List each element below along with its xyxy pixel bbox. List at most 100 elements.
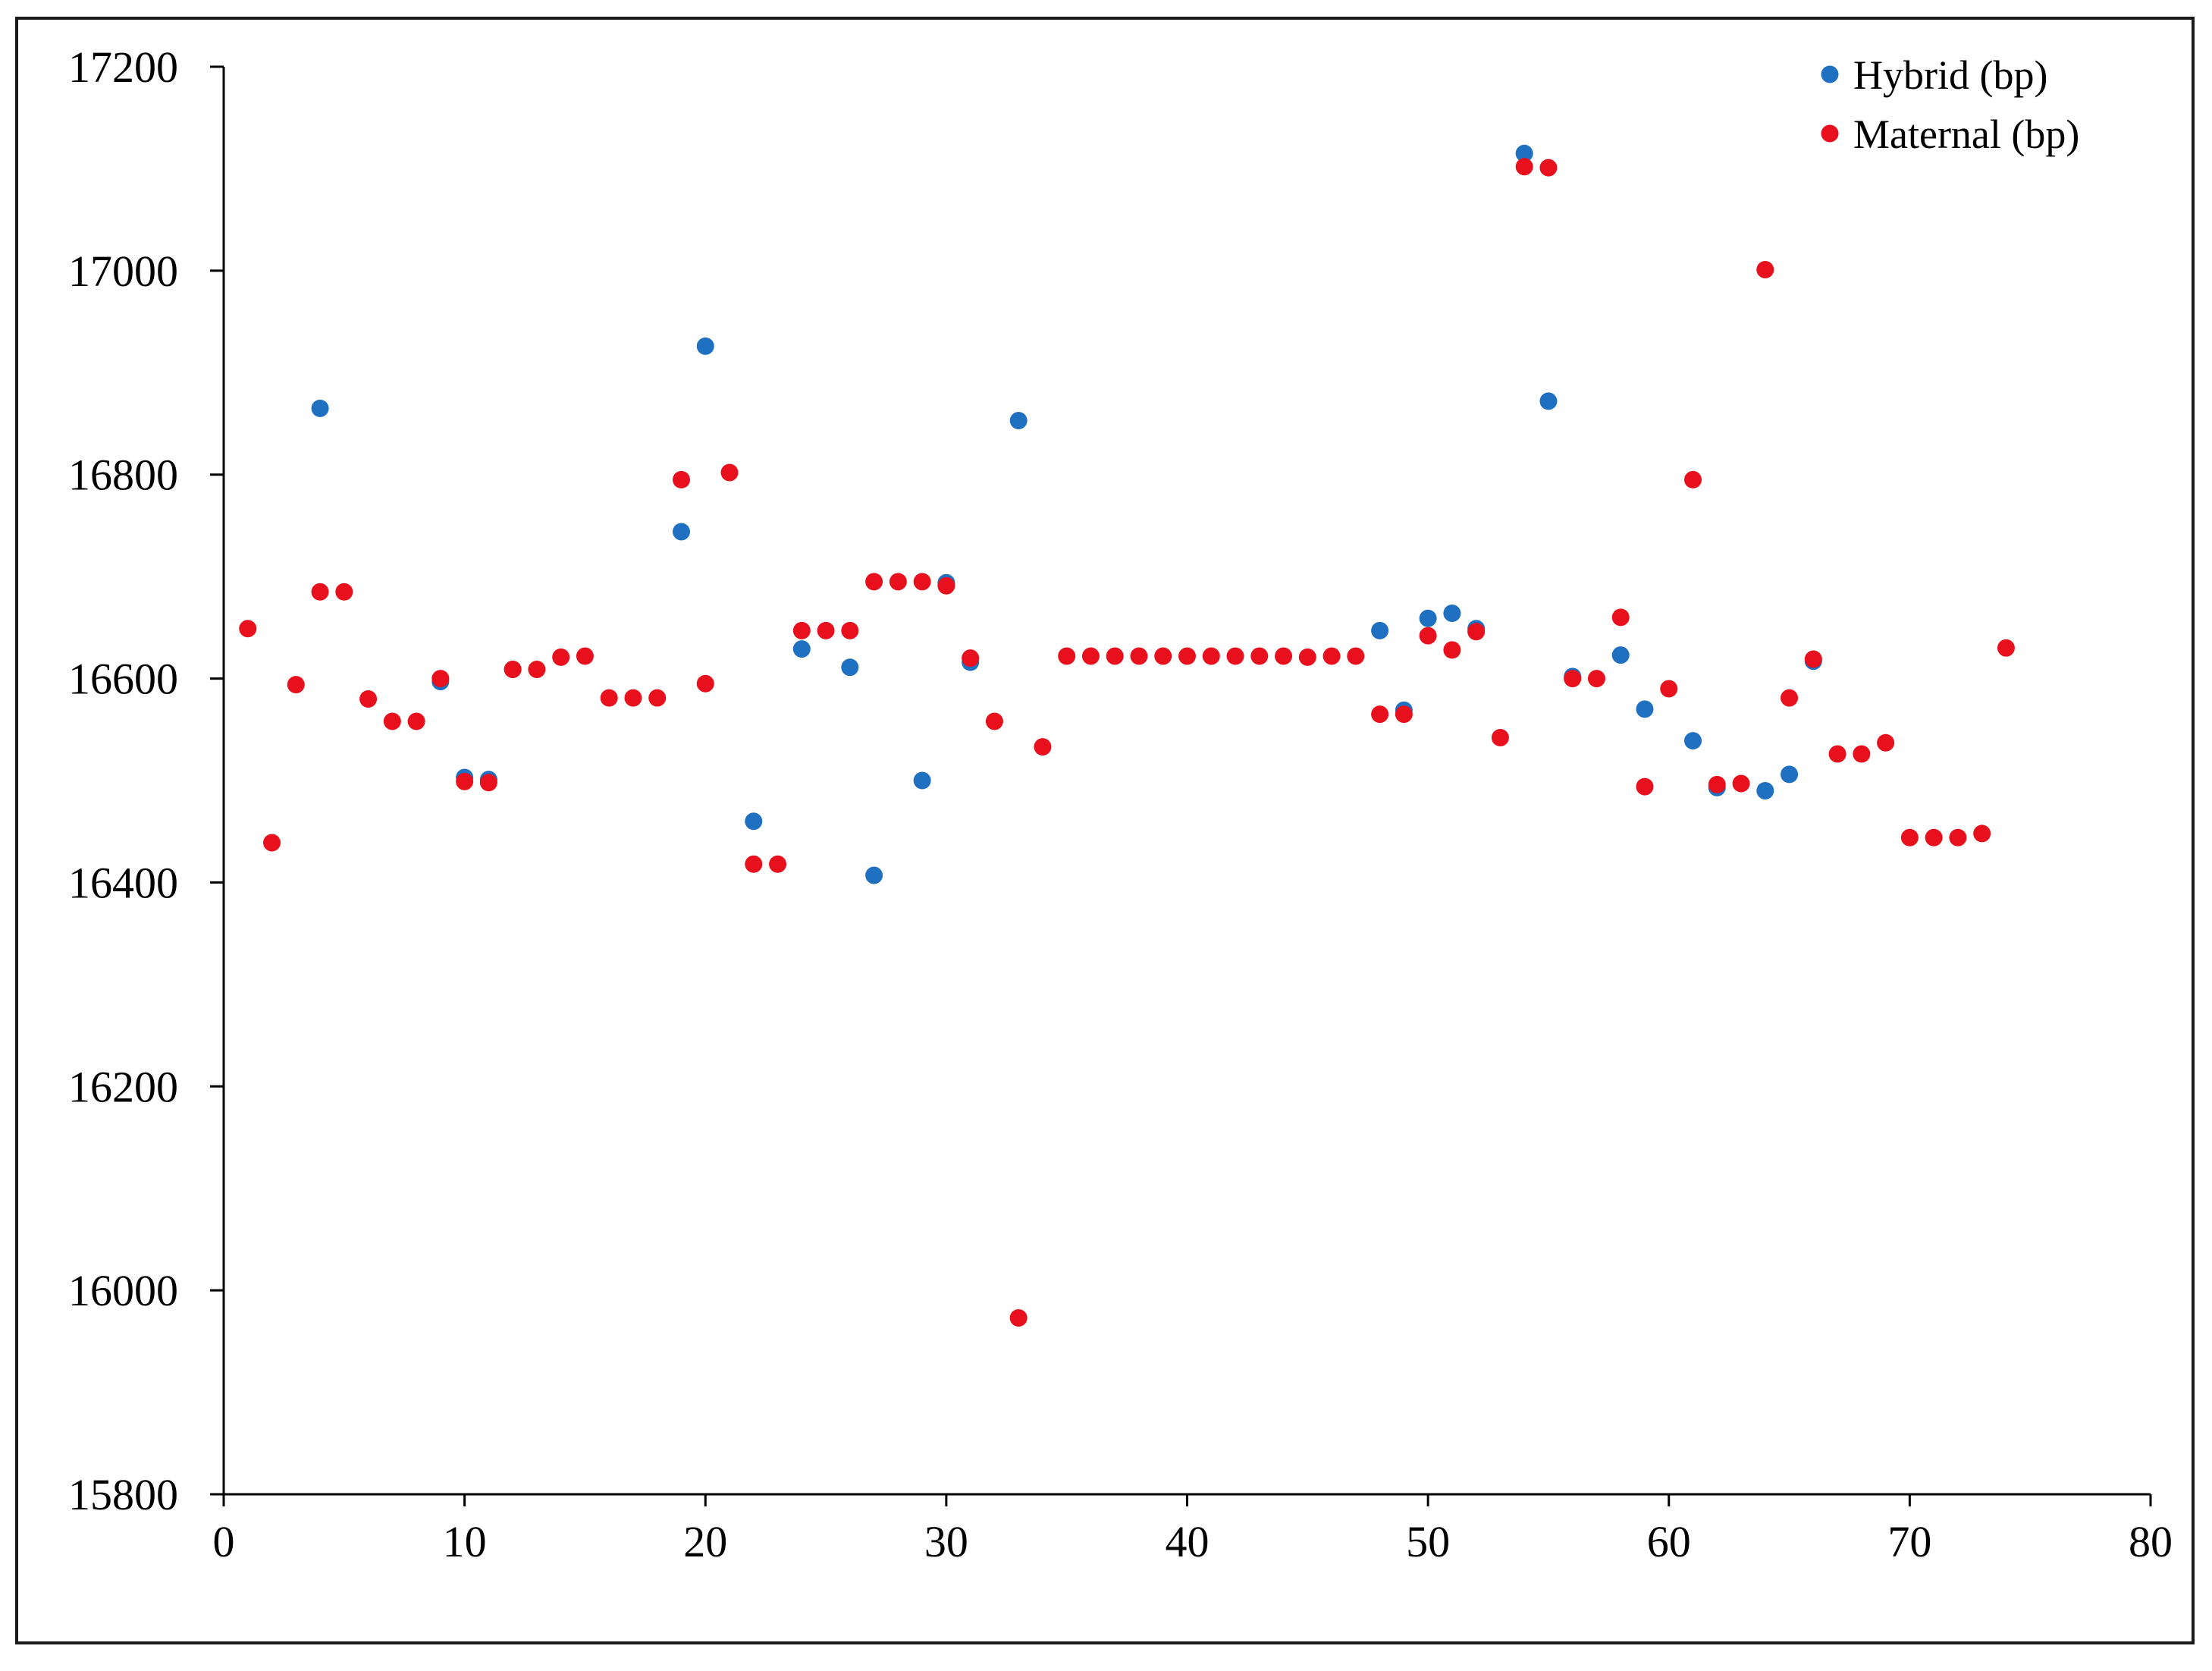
maternal-point bbox=[745, 855, 763, 873]
maternal-point bbox=[913, 573, 931, 591]
maternal-point bbox=[624, 689, 642, 707]
maternal-point bbox=[1395, 705, 1413, 724]
x-tick-label: 50 bbox=[1406, 1517, 1450, 1566]
maternal-point bbox=[383, 712, 401, 730]
maternal-point bbox=[1949, 828, 1967, 846]
maternal-point bbox=[841, 621, 859, 639]
maternal-point bbox=[1009, 1308, 1028, 1327]
maternal-point bbox=[1828, 745, 1846, 763]
maternal-point bbox=[889, 573, 907, 591]
maternal-point bbox=[962, 649, 980, 667]
maternal-point bbox=[1611, 608, 1630, 627]
maternal-point bbox=[263, 834, 281, 852]
maternal-point bbox=[1058, 647, 1076, 665]
maternal-point bbox=[1732, 774, 1750, 793]
hybrid-point bbox=[1515, 144, 1533, 162]
maternal-point bbox=[865, 573, 883, 591]
chart-frame bbox=[15, 17, 2195, 1644]
maternal-point bbox=[1178, 647, 1196, 665]
hybrid-point bbox=[1684, 732, 1702, 750]
maternal-point bbox=[359, 689, 378, 708]
hybrid-point bbox=[1009, 411, 1028, 429]
maternal-point bbox=[1034, 738, 1052, 756]
x-tick-label: 80 bbox=[2129, 1517, 2173, 1566]
x-tick-label: 0 bbox=[213, 1517, 235, 1566]
maternal-point bbox=[1322, 647, 1341, 665]
hybrid-point bbox=[696, 337, 714, 355]
hybrid-series bbox=[311, 144, 1822, 884]
y-tick-label: 16400 bbox=[68, 858, 178, 907]
maternal-point bbox=[1130, 647, 1148, 665]
maternal-point bbox=[817, 621, 835, 639]
y-tick-label: 16600 bbox=[68, 655, 178, 704]
maternal-point bbox=[769, 855, 787, 873]
maternal-point bbox=[335, 583, 353, 601]
maternal-point bbox=[1275, 647, 1293, 665]
hybrid-point bbox=[1371, 621, 1389, 639]
y-tick-label: 16000 bbox=[68, 1266, 178, 1315]
maternal-point bbox=[600, 689, 618, 707]
hybrid-point bbox=[1756, 781, 1774, 799]
maternal-point bbox=[1708, 775, 1726, 793]
maternal-point bbox=[672, 470, 690, 488]
maternal-point bbox=[431, 670, 450, 688]
maternal-point bbox=[1491, 729, 1509, 747]
maternal-point bbox=[1419, 627, 1437, 645]
maternal-point bbox=[287, 676, 305, 694]
hybrid-point bbox=[1443, 605, 1461, 623]
hybrid-point bbox=[311, 399, 329, 417]
maternal-point bbox=[985, 712, 1003, 730]
maternal-point bbox=[1081, 647, 1100, 665]
maternal-point bbox=[1973, 825, 1991, 843]
maternal-point bbox=[552, 648, 570, 666]
maternal-point bbox=[479, 774, 497, 792]
maternal-point bbox=[1154, 647, 1172, 665]
y-tick-label: 16800 bbox=[68, 451, 178, 500]
y-tick-label: 17000 bbox=[68, 247, 178, 296]
maternal-point bbox=[1347, 647, 1365, 665]
hybrid-point bbox=[1611, 646, 1630, 664]
legend-marker bbox=[1821, 124, 1839, 143]
hybrid-point bbox=[1419, 609, 1437, 627]
maternal-point bbox=[576, 647, 594, 665]
y-tick-label: 16200 bbox=[68, 1062, 178, 1111]
maternal-point bbox=[1539, 159, 1558, 177]
maternal-point bbox=[1564, 670, 1582, 688]
maternal-point bbox=[937, 576, 955, 595]
legend-marker bbox=[1821, 65, 1839, 83]
hybrid-point bbox=[745, 812, 763, 831]
maternal-point bbox=[696, 674, 714, 693]
maternal-point bbox=[648, 689, 667, 707]
maternal-point bbox=[528, 660, 546, 678]
maternal-point bbox=[792, 621, 811, 639]
maternal-point bbox=[1515, 158, 1533, 176]
maternal-point bbox=[1250, 647, 1269, 665]
maternal-point bbox=[720, 463, 739, 482]
maternal-point bbox=[1636, 777, 1654, 796]
hybrid-point bbox=[865, 866, 883, 884]
maternal-point bbox=[1467, 623, 1486, 641]
maternal-point bbox=[504, 660, 522, 678]
maternal-point bbox=[1443, 641, 1461, 659]
hybrid-point bbox=[1539, 392, 1558, 410]
maternal-point bbox=[1298, 648, 1316, 666]
maternal-point bbox=[239, 620, 257, 638]
maternal-point bbox=[1587, 670, 1605, 688]
x-tick-label: 10 bbox=[443, 1517, 487, 1566]
legend: Hybrid (bp) Maternal (bp) bbox=[1821, 52, 2079, 157]
maternal-point bbox=[1371, 705, 1389, 724]
maternal-point bbox=[456, 772, 474, 790]
hybrid-point bbox=[841, 658, 859, 677]
x-tick-label: 30 bbox=[924, 1517, 968, 1566]
legend-label: Hybrid (bp) bbox=[1853, 52, 2047, 98]
hybrid-point bbox=[792, 640, 811, 658]
y-tick-label: 15800 bbox=[68, 1470, 178, 1519]
x-tick-label: 70 bbox=[1887, 1517, 1931, 1566]
maternal-point bbox=[1684, 470, 1702, 488]
legend-label: Maternal (bp) bbox=[1853, 112, 2079, 157]
maternal-point bbox=[311, 583, 329, 601]
data-points bbox=[239, 144, 2015, 1327]
maternal-series bbox=[239, 158, 2015, 1327]
maternal-point bbox=[1106, 647, 1124, 665]
hybrid-point bbox=[672, 523, 690, 541]
